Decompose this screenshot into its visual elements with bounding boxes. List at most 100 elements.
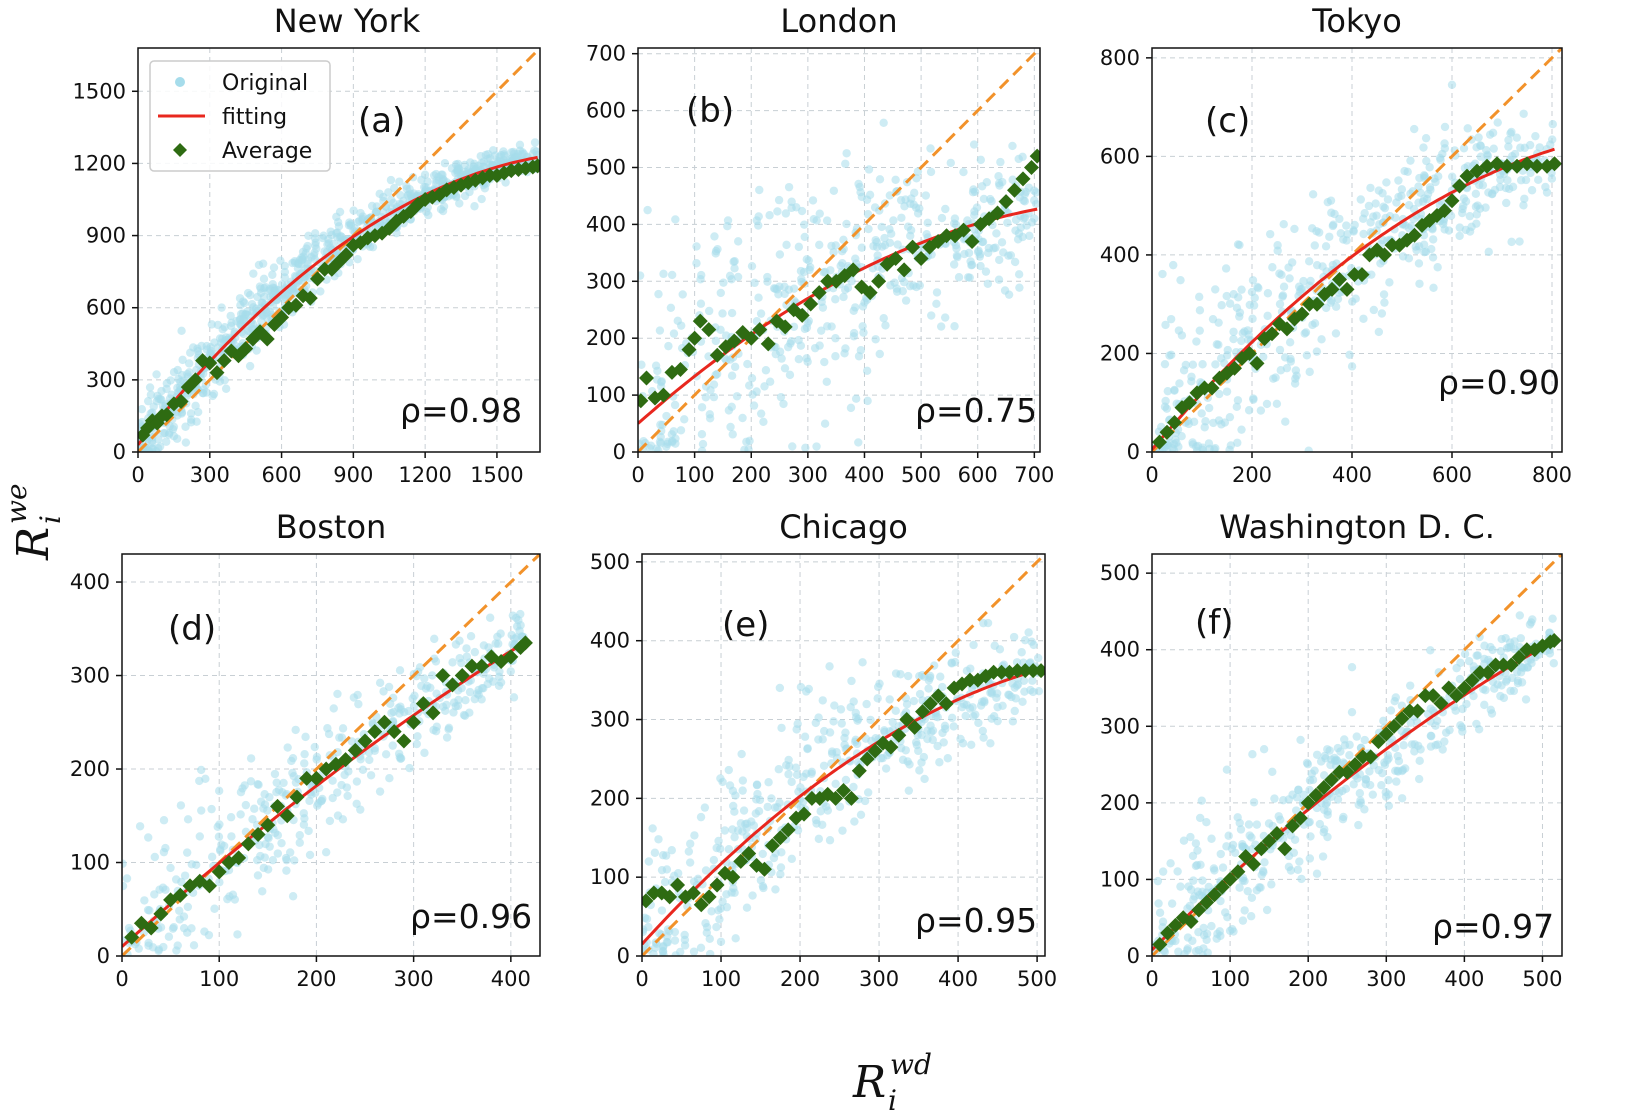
original-point bbox=[1426, 646, 1435, 655]
original-point bbox=[1216, 354, 1226, 363]
original-point bbox=[669, 871, 679, 881]
original-point bbox=[177, 877, 186, 887]
original-point bbox=[787, 854, 796, 864]
x-tick-label: 100 bbox=[1210, 967, 1250, 991]
fitting-curve bbox=[138, 155, 538, 446]
original-point bbox=[885, 191, 895, 200]
x-axis-label: R i wd bbox=[852, 1048, 932, 1117]
original-point bbox=[1295, 857, 1304, 866]
original-point bbox=[1336, 229, 1345, 238]
average-point bbox=[701, 889, 717, 905]
original-point bbox=[856, 187, 865, 197]
original-point bbox=[1447, 172, 1457, 181]
original-point bbox=[1515, 611, 1524, 620]
original-point bbox=[1367, 270, 1376, 279]
original-point bbox=[1230, 848, 1240, 857]
original-point bbox=[1421, 133, 1431, 143]
original-point bbox=[791, 763, 801, 772]
original-point bbox=[831, 334, 840, 343]
original-point bbox=[1207, 921, 1216, 931]
average-point bbox=[454, 668, 470, 684]
original-point bbox=[917, 730, 926, 740]
original-point bbox=[1445, 725, 1454, 735]
original-point bbox=[244, 326, 253, 336]
original-point bbox=[253, 871, 263, 880]
average-point bbox=[752, 322, 768, 338]
x-tick-label: 300 bbox=[859, 967, 899, 991]
original-point bbox=[690, 831, 699, 840]
original-point bbox=[756, 409, 766, 418]
average-point bbox=[1238, 848, 1254, 864]
original-point bbox=[958, 739, 968, 748]
original-point bbox=[774, 765, 783, 774]
rho-value: ρ=0.95 bbox=[915, 901, 1037, 940]
original-point bbox=[295, 831, 304, 840]
original-point bbox=[909, 281, 918, 290]
original-point bbox=[807, 767, 817, 777]
original-point bbox=[730, 264, 739, 273]
original-point bbox=[979, 733, 988, 742]
original-point bbox=[1028, 676, 1037, 685]
x-tick-label: 700 bbox=[1014, 463, 1054, 487]
average-points bbox=[1152, 633, 1562, 953]
original-point bbox=[782, 240, 791, 250]
original-point bbox=[849, 782, 858, 792]
original-point bbox=[1339, 812, 1348, 822]
original-point bbox=[673, 316, 682, 326]
original-point bbox=[145, 383, 155, 392]
y-tick-label: 100 bbox=[70, 851, 110, 875]
original-point bbox=[183, 902, 193, 912]
original-point bbox=[1440, 139, 1449, 148]
original-point bbox=[149, 402, 158, 411]
original-point bbox=[765, 377, 775, 386]
original-point bbox=[939, 738, 948, 747]
average-point bbox=[201, 878, 217, 894]
original-point bbox=[259, 310, 268, 319]
original-point bbox=[891, 706, 900, 716]
average-point bbox=[1029, 148, 1040, 164]
original-point bbox=[854, 438, 863, 447]
original-point bbox=[459, 710, 469, 720]
original-point bbox=[642, 913, 650, 923]
original-point bbox=[1341, 784, 1351, 794]
average-points bbox=[1152, 156, 1562, 450]
rho-value: ρ=0.75 bbox=[915, 391, 1037, 430]
original-point bbox=[927, 311, 936, 320]
original-point bbox=[209, 389, 219, 399]
original-point bbox=[701, 866, 711, 875]
average-point bbox=[396, 733, 412, 749]
original-point bbox=[982, 177, 992, 187]
original-point bbox=[161, 437, 171, 446]
average-point bbox=[1324, 772, 1340, 788]
original-point bbox=[461, 696, 470, 705]
average-point bbox=[896, 262, 912, 278]
panel-title: Chicago bbox=[779, 508, 908, 546]
original-point bbox=[304, 231, 313, 241]
average-point bbox=[1015, 171, 1031, 187]
original-point bbox=[851, 254, 860, 263]
original-point bbox=[485, 613, 495, 622]
original-point bbox=[1008, 717, 1018, 726]
original-point bbox=[726, 422, 735, 432]
original-point bbox=[1270, 794, 1279, 803]
fitting-curve bbox=[642, 667, 1042, 946]
original-point bbox=[263, 832, 273, 842]
original-point bbox=[260, 800, 270, 809]
x-label-sub: i bbox=[888, 1084, 897, 1117]
original-point bbox=[943, 754, 953, 763]
original-point bbox=[727, 371, 737, 380]
average-point bbox=[888, 251, 904, 267]
original-point bbox=[322, 275, 331, 284]
original-point bbox=[1216, 896, 1225, 906]
original-point bbox=[274, 785, 284, 795]
original-point bbox=[144, 938, 153, 948]
average-point bbox=[279, 808, 295, 824]
original-point bbox=[1487, 709, 1497, 718]
original-point bbox=[1502, 675, 1512, 684]
original-point bbox=[936, 672, 945, 681]
original-point bbox=[1354, 820, 1363, 830]
average-point bbox=[1370, 734, 1386, 750]
average-point bbox=[445, 677, 461, 693]
original-point bbox=[1391, 213, 1400, 222]
original-point bbox=[754, 212, 763, 221]
